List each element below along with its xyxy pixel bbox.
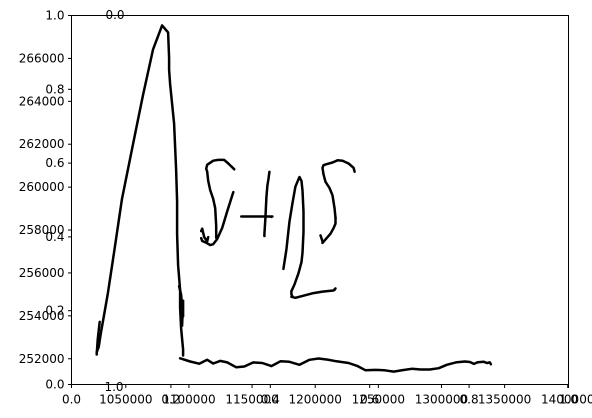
series-line-12 bbox=[321, 159, 356, 220]
overlay-axis: 0.00.20.40.60.81.00.0 0.2 0.4 0.6 0.8 1.00.01… bbox=[45, 8, 578, 407]
series-line-1 bbox=[95, 24, 185, 357]
series-line-13 bbox=[178, 357, 493, 373]
inset-label: 1.0 bbox=[104, 380, 123, 394]
series-layer bbox=[95, 24, 493, 373]
y-tick-label: 262000 bbox=[19, 137, 65, 151]
x-tick-label: 1100000 bbox=[162, 393, 215, 407]
overlay-x-tick-label: 0.6 bbox=[360, 393, 379, 407]
series-line-5 bbox=[199, 190, 235, 247]
series-line-10 bbox=[290, 287, 337, 300]
x-tick-label: 1350000 bbox=[478, 393, 531, 407]
overlay-x-tick-label: 0.8 bbox=[460, 393, 479, 407]
series-line-4 bbox=[199, 227, 210, 243]
overlay-x-tick-label: 0.2 bbox=[161, 393, 180, 407]
y-tick-label: 266000 bbox=[19, 51, 65, 65]
y-tick-label: 258000 bbox=[19, 223, 65, 237]
overlay-y-tick-label: 0.2 bbox=[45, 304, 64, 318]
y-tick-label: 252000 bbox=[19, 352, 65, 366]
x-tick-label: 1300000 bbox=[415, 393, 468, 407]
x-tick-label: 1400000 bbox=[541, 393, 592, 407]
overlay-x-tick-label: 0.4 bbox=[261, 393, 280, 407]
y-tick-label: 256000 bbox=[19, 266, 65, 280]
x-tick-label: 1050000 bbox=[99, 393, 152, 407]
series-line-9 bbox=[282, 175, 305, 298]
main-axis: 252000 254000 256000 258000 260000 262000 2640… bbox=[19, 51, 592, 406]
x-tick-label: 1150000 bbox=[225, 393, 278, 407]
overlay-y-tick-label: 0.4 bbox=[45, 230, 64, 244]
overlay-y-tick-label: 0.8 bbox=[45, 82, 64, 96]
overlay-x-tick-label: 0.0 bbox=[62, 393, 81, 407]
x-tick-label: 1250000 bbox=[352, 393, 405, 407]
series-line-3 bbox=[95, 320, 101, 356]
y-tick-label: 254000 bbox=[19, 309, 65, 323]
series-line-11 bbox=[319, 216, 337, 245]
overlay-y-tick-label: 0.6 bbox=[45, 156, 64, 170]
series-line-2 bbox=[177, 284, 185, 327]
overlay-y-tick-label: 1.0 bbox=[45, 9, 64, 23]
series-line-6 bbox=[204, 158, 236, 240]
y-tick-label: 260000 bbox=[19, 180, 65, 194]
plot-frame bbox=[71, 15, 569, 385]
x-tick-label: 1200000 bbox=[288, 393, 341, 407]
overlay-x-tick-label: 1.0 bbox=[559, 393, 578, 407]
series-line-8 bbox=[263, 170, 271, 238]
overlay-y-tick-label: 0.0 bbox=[45, 378, 64, 392]
y-tick-label: 264000 bbox=[19, 94, 65, 108]
